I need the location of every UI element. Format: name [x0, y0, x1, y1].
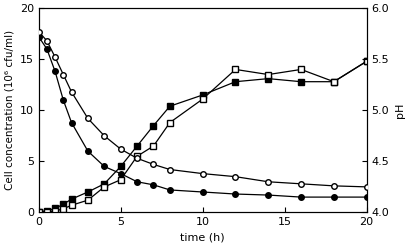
X-axis label: time (h): time (h) [180, 233, 225, 243]
Y-axis label: pH: pH [395, 103, 405, 118]
Y-axis label: Cell concentration (10⁶ cfu/ml): Cell concentration (10⁶ cfu/ml) [4, 30, 14, 190]
